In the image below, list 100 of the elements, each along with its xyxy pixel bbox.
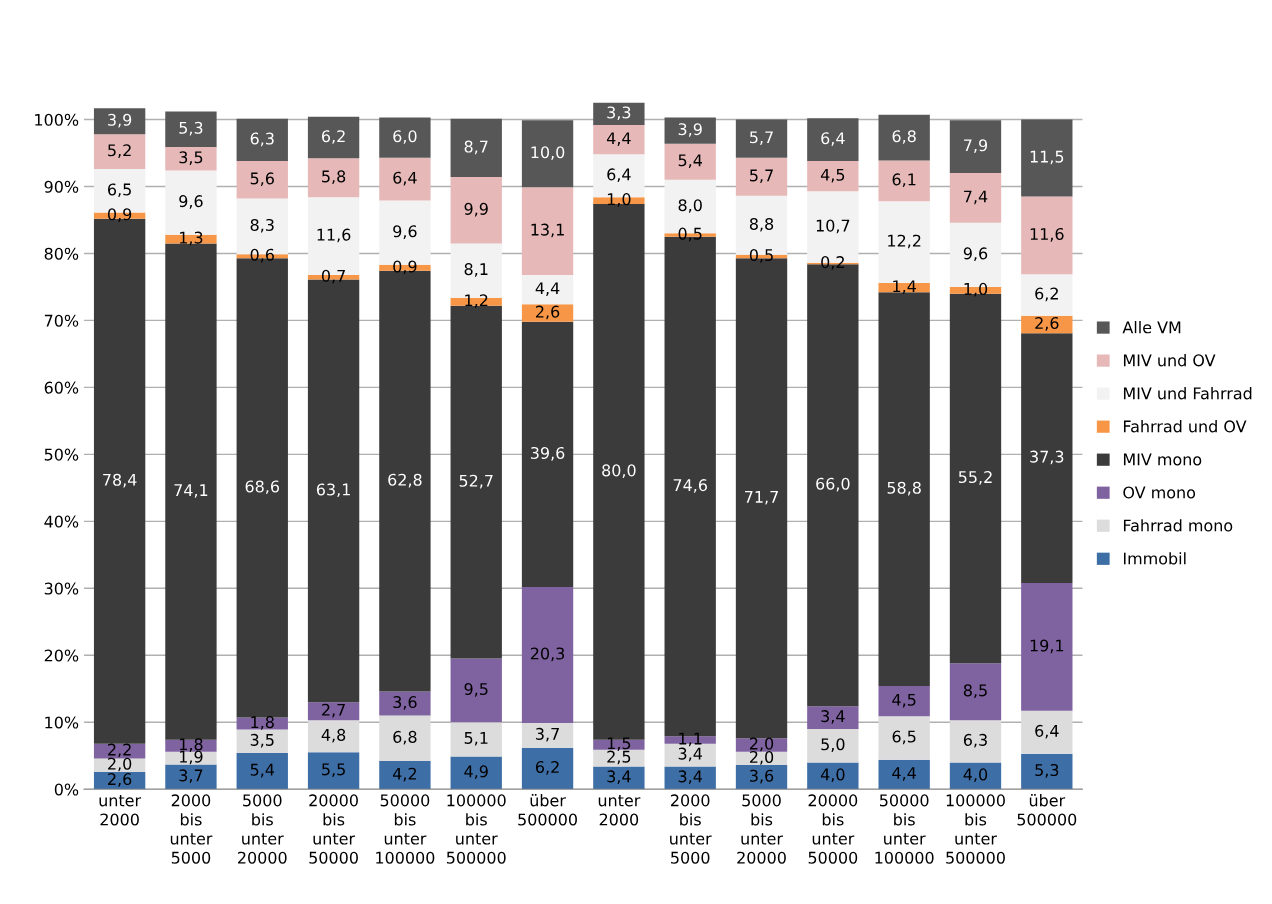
legend-label: MIV mono: [1123, 453, 1202, 466]
data-label: 3,4: [678, 770, 702, 785]
data-label: 6,2: [535, 760, 559, 775]
data-label: 0,9: [107, 208, 132, 222]
x-tick-label: 50000 bis unter 100000: [875, 794, 934, 864]
bar: [949, 762, 1002, 790]
data-label: 12,2: [888, 234, 921, 249]
bar: [1021, 196, 1073, 275]
data-label: 6,8: [892, 130, 916, 144]
data-label: 2,6: [108, 773, 132, 787]
data-label: 63,1: [316, 483, 350, 498]
x-tick-label: 5000 bis unter 20000: [737, 794, 786, 864]
bar: [949, 120, 1002, 174]
data-label: 3,5: [179, 151, 203, 165]
data-label: 4,4: [535, 282, 560, 296]
data-label: 0,2: [821, 256, 844, 270]
data-label: 52,7: [459, 474, 493, 489]
data-label: 5,2: [108, 144, 131, 158]
bar: [735, 157, 788, 196]
bar: [165, 739, 217, 752]
y-tick-label: 70%: [44, 314, 79, 327]
bar: [878, 716, 930, 760]
bar: [1021, 582, 1073, 711]
x-tick-label: 100000 bis unter 500000: [446, 794, 506, 864]
data-label: 8,0: [678, 199, 702, 213]
data-label: 3,5: [250, 733, 274, 748]
bar: [664, 117, 716, 144]
bar: [379, 157, 431, 201]
data-label: 1,0: [607, 193, 631, 207]
bar: [236, 729, 288, 754]
data-label: 4,2: [392, 767, 417, 782]
data-label: 5,1: [464, 732, 488, 746]
data-label: 5,3: [179, 121, 203, 136]
data-label: 6,8: [393, 730, 417, 745]
bar: [807, 762, 859, 790]
x-tick-label: 20000 bis unter 50000: [309, 794, 358, 864]
bar: [307, 702, 360, 721]
x-tick-label: über 500000: [518, 794, 577, 826]
bar: [379, 691, 431, 716]
y-tick-label: 20%: [44, 649, 79, 662]
data-label: 3,4: [821, 710, 845, 724]
bar: [93, 134, 146, 170]
bar: [949, 663, 1002, 721]
data-label: 4,4: [606, 132, 631, 146]
data-label: 20,3: [530, 647, 565, 662]
bar: [1021, 753, 1073, 790]
bar: [521, 722, 574, 748]
bar: [450, 177, 502, 244]
data-label: 4,0: [820, 768, 845, 783]
y-tick-label: 80%: [44, 247, 79, 260]
data-label: 6,5: [892, 730, 916, 745]
data-label: 10,7: [816, 219, 850, 234]
data-label: 3,7: [536, 727, 559, 742]
data-label: 5,0: [821, 738, 845, 752]
data-label: 3,9: [108, 113, 132, 128]
bar: [949, 720, 1002, 763]
data-label: 10,0: [531, 146, 565, 160]
x-tick-label: über 500000: [1017, 794, 1077, 826]
bar: [664, 143, 716, 180]
data-label: 11,6: [1030, 227, 1064, 242]
data-label: 62,8: [388, 473, 422, 488]
data-label: 74,1: [174, 484, 208, 498]
data-label: 4,5: [892, 693, 916, 708]
data-label: 3,4: [607, 770, 631, 785]
data-label: 6,2: [1035, 287, 1058, 302]
data-label: 4,9: [464, 765, 488, 780]
bar: [307, 116, 360, 159]
bar: [521, 120, 574, 188]
bar: [807, 706, 859, 729]
data-label: 5,8: [322, 170, 346, 185]
bar: [93, 758, 146, 772]
data-label: 55,2: [958, 471, 992, 485]
data-label: 2,0: [749, 737, 774, 752]
legend-label: MIV und OV: [1123, 354, 1216, 367]
legend-label: MIV und Fahrrad: [1123, 387, 1252, 400]
data-label: 4,4: [892, 767, 916, 781]
data-label: 6,2: [322, 130, 345, 144]
data-label: 6,4: [393, 171, 417, 186]
data-label: 2,7: [322, 703, 345, 718]
y-tick-label: 50%: [44, 448, 79, 461]
bar: [450, 756, 502, 790]
bar: [521, 187, 574, 275]
legend-label: Fahrrad und OV: [1123, 420, 1247, 433]
data-label: 6,0: [393, 130, 417, 144]
legend-label: OV mono: [1123, 486, 1196, 499]
bar: [949, 173, 1002, 223]
y-tick-label: 90%: [44, 180, 79, 193]
data-label: 5,5: [322, 763, 345, 778]
bar: [807, 161, 859, 192]
data-label: 6,1: [892, 173, 916, 188]
data-label: 11,6: [317, 228, 351, 243]
bar: [165, 764, 217, 790]
bar: [450, 118, 502, 178]
data-label: 3,7: [179, 769, 203, 784]
legend-label: Immobil: [1123, 552, 1186, 565]
bar: [236, 161, 288, 199]
data-label: 0,5: [678, 227, 702, 242]
bar: [1021, 119, 1073, 197]
data-label: 3,6: [393, 696, 417, 710]
data-label: 2,0: [108, 757, 132, 772]
